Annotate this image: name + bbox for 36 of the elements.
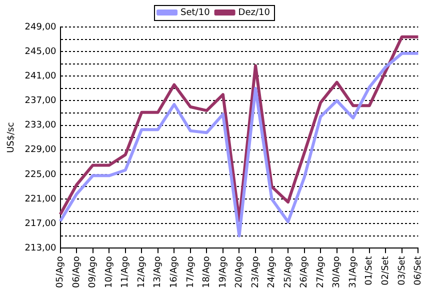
legend-label: Dez/10 xyxy=(238,8,270,18)
y-tick-label: 225,00 xyxy=(24,170,57,180)
y-tick-label: 233,00 xyxy=(24,120,57,131)
x-tick-label: 02/Set xyxy=(381,256,392,286)
y-tick-label: 213,00 xyxy=(24,243,57,254)
x-tick-label: 01/Set xyxy=(364,256,375,286)
x-tick-label: 24/Ago xyxy=(267,256,278,288)
y-tick-label: 241,00 xyxy=(24,71,57,82)
x-tick-label: 10/Ago xyxy=(104,256,114,288)
x-tick-label: 09/Ago xyxy=(88,256,98,288)
y-axis-title: US$/sc xyxy=(6,122,17,153)
y-tick-label: 221,00 xyxy=(24,194,57,204)
x-tick-label: 27/Ago xyxy=(316,256,326,288)
x-tick-label: 06/Set xyxy=(414,256,424,286)
x-tick-label: 11/Ago xyxy=(120,256,131,288)
x-tick-label: 16/Ago xyxy=(170,256,180,288)
x-tick-label: 30/Ago xyxy=(332,256,342,288)
x-tick-label: 13/Ago xyxy=(153,256,164,288)
x-tick-label: 05/Ago xyxy=(56,256,66,288)
y-tick-label: 237,00 xyxy=(24,96,57,106)
y-tick-label: 245,00 xyxy=(24,46,57,57)
x-tick-label: 25/Ago xyxy=(283,256,294,288)
x-tick-label: 06/Ago xyxy=(72,256,82,288)
x-tick-label: 23/Ago xyxy=(250,256,261,288)
y-tick-label: 217,00 xyxy=(24,218,57,229)
y-tick-label: 229,00 xyxy=(24,145,57,156)
x-tick-label: 17/Ago xyxy=(186,256,196,288)
x-tick-label: 31/Ago xyxy=(348,256,358,288)
x-tick-label: 12/Ago xyxy=(136,256,147,288)
x-tick-label: 03/Set xyxy=(397,256,408,286)
x-tick-label: 19/Ago xyxy=(218,256,228,288)
x-tick-label: 18/Ago xyxy=(202,256,212,288)
y-tick-label: 249,00 xyxy=(24,22,57,32)
legend-label: Set/10 xyxy=(180,8,210,18)
x-tick-label: 20/Ago xyxy=(234,256,245,288)
x-tick-label: 26/Ago xyxy=(300,256,310,288)
